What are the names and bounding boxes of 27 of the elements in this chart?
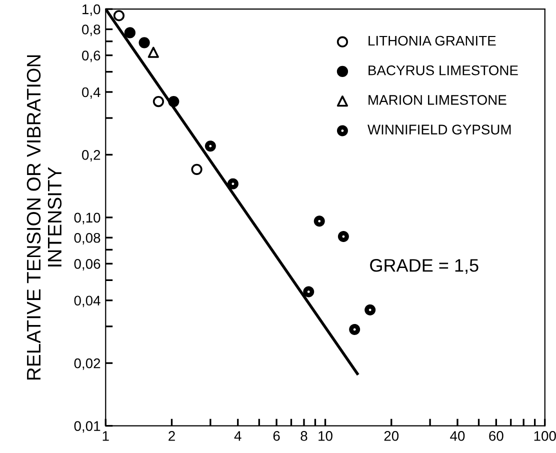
y-tick-label: 0,8 [82,24,100,36]
x-tick-label: 8 [300,431,308,441]
y-axis-title: RELATIVE TENSION OR VIBRATION INTENSITY [26,55,62,380]
legend-label: MARION LIMESTONE [368,95,506,105]
annotation: GRADE = 1,5 [370,259,478,274]
x-tick-label: 4 [234,431,242,441]
y-tick-label: 0,6 [82,50,100,62]
x-tick-label: 2 [168,431,175,441]
x-tick-label: 100 [534,431,556,441]
y-tick-label: 0,02 [74,358,100,370]
x-tick-label: 60 [489,431,504,441]
legend-label: BACYRUS LIMESTONE [368,65,518,76]
y-tick-label: 1,0 [82,4,100,16]
x-tick-label: 1 [102,431,109,441]
legend-label: LITHONIA GRANITE [368,36,496,46]
x-tick-label: 40 [450,431,465,441]
y-tick-label: 0,08 [74,232,100,244]
x-tick-label: 10 [318,431,332,441]
y-tick-label: 0,4 [82,87,100,99]
y-tick-label: 0,2 [82,150,100,162]
y-tick-label: 0,06 [74,259,100,270]
y-tick-label: 0,01 [74,421,100,433]
x-tick-label: 20 [384,431,399,441]
y-tick-label: 0,10 [74,212,100,224]
legend-label: WINNIFIELD GYPSUM [368,124,511,134]
y-tick-label: 0,04 [74,296,100,308]
x-tick-label: 6 [273,431,280,441]
